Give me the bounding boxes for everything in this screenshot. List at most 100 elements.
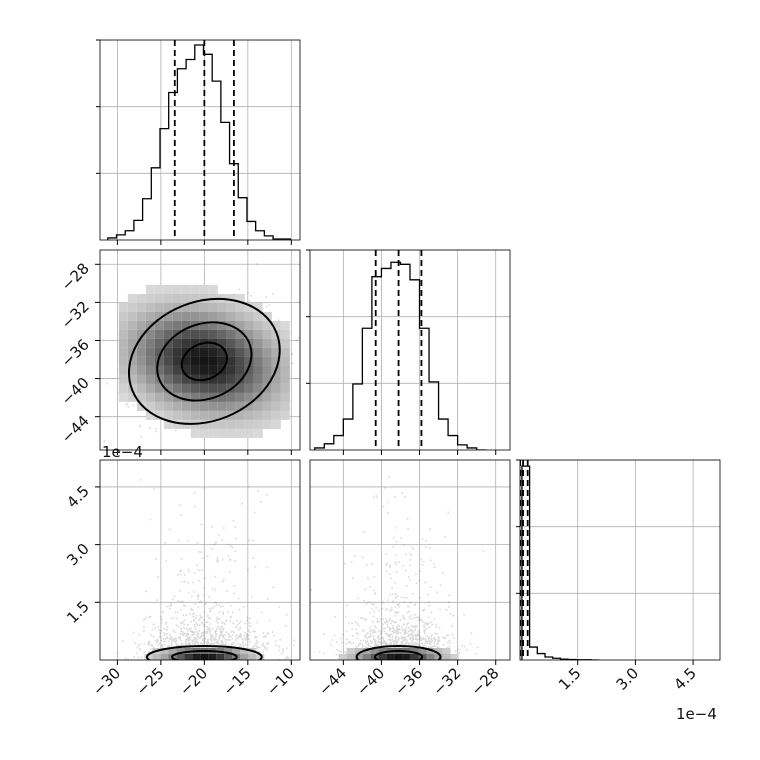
density-cell bbox=[338, 654, 347, 660]
density-cell bbox=[271, 419, 281, 429]
density-cell bbox=[253, 401, 263, 411]
density-cell bbox=[181, 401, 191, 411]
x-tick-label-1-0: −44 bbox=[315, 664, 350, 699]
density-cell bbox=[280, 374, 290, 384]
density-cell bbox=[163, 311, 173, 321]
density-cell bbox=[181, 311, 191, 321]
density-cell bbox=[253, 338, 263, 348]
density-cell bbox=[118, 356, 128, 366]
density-cell bbox=[226, 392, 236, 402]
density-cell bbox=[181, 374, 191, 384]
density-cell bbox=[136, 374, 146, 384]
density-cell bbox=[136, 293, 146, 303]
density-cell bbox=[240, 654, 249, 660]
density-cell bbox=[280, 365, 290, 375]
density-cell bbox=[160, 654, 169, 660]
density-cell bbox=[271, 356, 281, 366]
density-cell bbox=[118, 347, 128, 357]
x-tick-label-0-4: −10 bbox=[263, 664, 298, 699]
frame-2-1 bbox=[309, 459, 511, 661]
density-cell bbox=[232, 648, 241, 654]
density-cell bbox=[181, 338, 191, 348]
density-cell bbox=[235, 338, 245, 348]
y-tick-label-1-0: −44 bbox=[58, 412, 93, 447]
density-cell bbox=[163, 320, 173, 330]
density-cell bbox=[208, 428, 218, 438]
density-cell bbox=[127, 374, 137, 384]
density-cell bbox=[127, 365, 137, 375]
frame-1-1 bbox=[309, 249, 511, 451]
density-cell bbox=[190, 293, 200, 303]
density-cell bbox=[217, 428, 227, 438]
density-cell bbox=[199, 302, 209, 312]
density-cell bbox=[262, 419, 272, 429]
density-cell bbox=[163, 419, 173, 429]
density-cell bbox=[253, 347, 263, 357]
density-cell bbox=[271, 410, 281, 420]
density-cell bbox=[244, 356, 254, 366]
density-cell bbox=[271, 383, 281, 393]
density-cell bbox=[216, 654, 225, 660]
density-cell bbox=[136, 338, 146, 348]
density-cell bbox=[136, 347, 146, 357]
density-cell bbox=[253, 419, 263, 429]
y-tick-label-2-1: 3.0 bbox=[63, 540, 93, 570]
density-cell bbox=[154, 284, 164, 294]
density-cell bbox=[226, 329, 236, 339]
density-cell bbox=[226, 302, 236, 312]
density-cell bbox=[181, 392, 191, 402]
density-cell bbox=[118, 392, 128, 402]
density-cell bbox=[127, 311, 137, 321]
density-cell bbox=[181, 320, 191, 330]
density-cell bbox=[235, 410, 245, 420]
contour-1-0-0 bbox=[180, 341, 228, 382]
density-cell bbox=[240, 648, 249, 654]
density-cell bbox=[235, 329, 245, 339]
density-cell bbox=[235, 383, 245, 393]
density-cell bbox=[235, 401, 245, 411]
density-cell bbox=[199, 347, 209, 357]
density-cell bbox=[280, 320, 290, 330]
density-cell bbox=[208, 302, 218, 312]
density-cell bbox=[136, 392, 146, 402]
density-cell bbox=[235, 365, 245, 375]
density-cell bbox=[199, 401, 209, 411]
y-tick-label-2-0: 1.5 bbox=[63, 597, 93, 627]
density-cell bbox=[190, 347, 200, 357]
density-cell bbox=[154, 365, 164, 375]
density-cell bbox=[154, 329, 164, 339]
density-cell bbox=[190, 329, 200, 339]
x-tick-label-1-3: −32 bbox=[429, 664, 464, 699]
density-cell bbox=[224, 654, 233, 660]
density-cell bbox=[199, 284, 209, 294]
density-cell bbox=[280, 347, 290, 357]
density-cell bbox=[253, 302, 263, 312]
y-tick-label-1-4: −28 bbox=[58, 259, 93, 294]
density-cell bbox=[426, 648, 435, 654]
density-cell bbox=[217, 374, 227, 384]
density-cell bbox=[181, 329, 191, 339]
hist-1-steps bbox=[314, 261, 487, 450]
density-cell bbox=[118, 338, 128, 348]
density-cell bbox=[127, 302, 137, 312]
density-cell bbox=[172, 365, 182, 375]
density-cell bbox=[262, 401, 272, 411]
density-cell bbox=[244, 311, 254, 321]
contour-2-1-inner bbox=[373, 650, 424, 660]
density-cell bbox=[235, 347, 245, 357]
density-cell bbox=[199, 356, 209, 366]
density-cell bbox=[426, 654, 435, 660]
density-cell bbox=[253, 311, 263, 321]
density-cell bbox=[370, 648, 379, 654]
density-cell bbox=[199, 383, 209, 393]
density-cell bbox=[172, 320, 182, 330]
density-cell bbox=[118, 374, 128, 384]
density-cell bbox=[434, 654, 443, 660]
density-cell bbox=[154, 410, 164, 420]
density-cell bbox=[136, 311, 146, 321]
frame-2-0 bbox=[99, 459, 301, 661]
density-cell bbox=[217, 419, 227, 429]
density-cell bbox=[235, 428, 245, 438]
contour-2-0-inner bbox=[171, 650, 238, 660]
density-cell bbox=[199, 428, 209, 438]
